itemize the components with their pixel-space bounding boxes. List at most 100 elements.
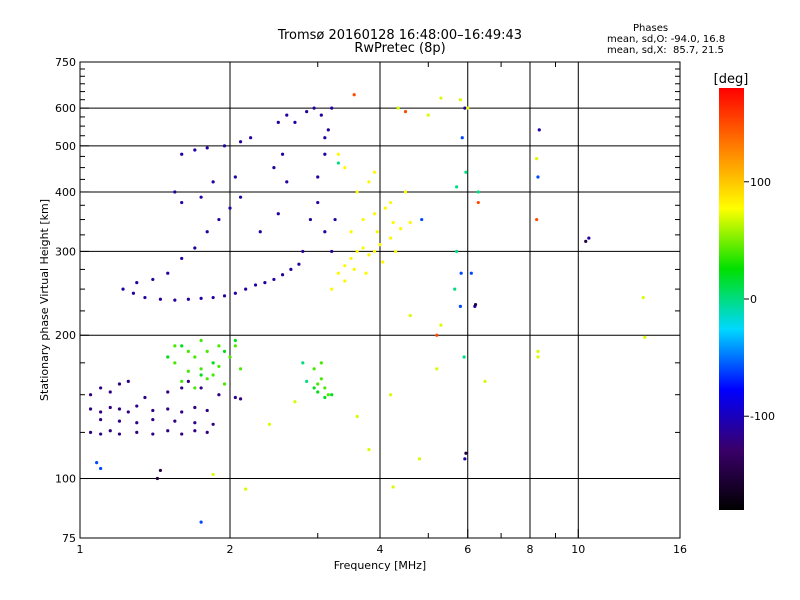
y-tick-label: 100 [55, 473, 76, 486]
data-point [439, 96, 443, 100]
data-point [180, 152, 184, 156]
data-point [463, 457, 467, 461]
data-point [272, 166, 276, 170]
data-point [135, 404, 139, 408]
data-point [326, 128, 330, 132]
data-point [151, 417, 155, 422]
data-point [108, 429, 112, 433]
data-point [396, 106, 400, 110]
data-point [173, 419, 177, 423]
data-point [180, 344, 184, 348]
data-point [301, 249, 305, 254]
data-point [99, 410, 103, 414]
data-point [233, 344, 237, 348]
data-point [476, 200, 480, 205]
data-point [536, 349, 540, 353]
data-point [126, 379, 130, 383]
data-point [391, 220, 395, 225]
x-tick-label: 4 [377, 543, 384, 556]
data-point [193, 386, 197, 390]
data-point [378, 243, 382, 247]
data-point [180, 256, 184, 261]
data-point [469, 271, 473, 275]
data-point [293, 120, 297, 124]
data-point [316, 175, 320, 179]
data-point [326, 393, 330, 397]
data-point [383, 206, 387, 210]
data-point [305, 110, 309, 114]
data-point [473, 302, 478, 307]
data-point [312, 367, 316, 371]
x-tick-label: 2 [227, 543, 234, 556]
data-point [355, 190, 359, 194]
data-point [399, 227, 403, 231]
data-point [420, 217, 424, 222]
data-point [476, 190, 480, 194]
data-point [253, 283, 258, 287]
data-point [297, 262, 301, 266]
data-point [155, 476, 160, 481]
data-point [276, 120, 280, 124]
data-point [426, 113, 430, 117]
y-tick-label: 300 [55, 245, 76, 258]
data-point [108, 390, 112, 394]
data-point [408, 220, 412, 225]
data-point [193, 421, 197, 425]
data-point [117, 419, 122, 423]
data-point [88, 430, 93, 434]
data-point [131, 291, 136, 295]
data-point [367, 253, 371, 257]
data-point [330, 249, 334, 254]
data-point [228, 355, 232, 359]
data-point [117, 432, 122, 436]
data-point [180, 410, 184, 414]
data-point [99, 432, 103, 436]
data-point [186, 349, 190, 353]
data-point [316, 390, 320, 394]
y-tick-label: 75 [62, 532, 76, 545]
data-point [186, 297, 190, 301]
data-point [319, 361, 323, 365]
data-point [158, 468, 163, 473]
colorbar-title: [deg] [714, 72, 749, 87]
x-tick-label: 6 [464, 543, 471, 556]
data-point [173, 344, 177, 348]
data-point [205, 377, 209, 381]
data-point [343, 264, 347, 268]
data-point [330, 393, 334, 397]
data-point [289, 267, 293, 272]
data-point [643, 335, 647, 339]
data-point [135, 421, 139, 425]
data-point [388, 200, 393, 205]
data-point [435, 367, 439, 371]
colorbar-tick-label: 0 [750, 293, 757, 306]
data-point [166, 429, 170, 433]
data-point [249, 136, 253, 140]
colorbar-tick-label: -100 [750, 410, 775, 423]
data-point [280, 152, 285, 156]
data-point [151, 277, 155, 282]
data-point [193, 429, 197, 433]
data-point [121, 287, 125, 291]
data-point [394, 249, 398, 254]
data-point [272, 277, 276, 282]
data-point [641, 295, 645, 300]
y-tick-label: 200 [55, 329, 76, 342]
colorbar [719, 88, 744, 510]
data-point [285, 180, 289, 184]
data-point [458, 304, 463, 308]
chart-title-line1: Tromsø 20160128 16:48:00–16:49:43 [277, 28, 523, 43]
data-point [238, 140, 243, 144]
y-axis-label: Stationary phase Virtual Height [km] [38, 199, 51, 401]
data-point [312, 386, 316, 390]
data-point [333, 217, 337, 222]
data-point [417, 457, 422, 461]
colorbar-tick-label: 100 [750, 176, 771, 189]
data-point [285, 113, 289, 117]
data-point [211, 422, 215, 426]
data-point [439, 323, 443, 327]
data-point [462, 355, 466, 359]
data-point [316, 382, 320, 386]
data-point [301, 361, 305, 365]
data-point [336, 271, 340, 275]
